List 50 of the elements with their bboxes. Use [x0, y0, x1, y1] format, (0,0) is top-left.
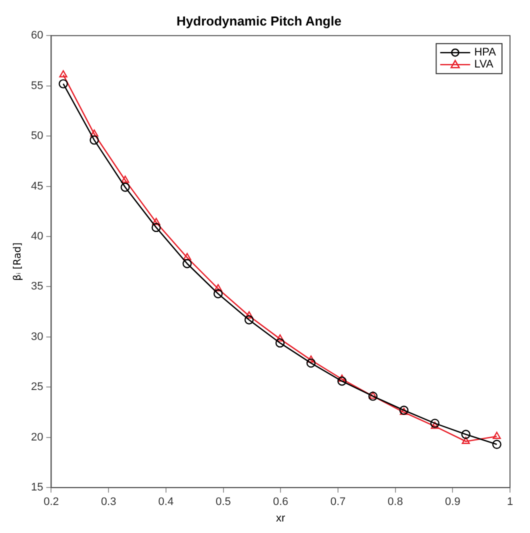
point [182, 259, 192, 268]
x-tick-label: 0.9 [445, 496, 460, 508]
x-tick-label: 0.6 [272, 496, 288, 508]
y-tick-label: 20 [30, 431, 44, 444]
point [152, 218, 160, 226]
x-axis-title: xr [276, 512, 286, 524]
point [275, 338, 285, 348]
point [492, 440, 502, 450]
x-tick-label: 0.2 [44, 496, 59, 508]
legend-label: HPA [474, 46, 497, 59]
y-tick-label: 40 [30, 230, 44, 243]
x-tick-label: 0.5 [216, 496, 231, 508]
point [461, 430, 470, 439]
point [90, 135, 99, 145]
x-tick-label: 1 [506, 496, 514, 508]
point [338, 374, 346, 382]
legend-label: LVA [474, 58, 494, 71]
y-axis-title: βᵢ [Rad] [12, 242, 24, 281]
y-tick-label: 45 [30, 180, 44, 192]
point [59, 70, 68, 78]
point [306, 358, 316, 368]
y-tick-label: 55 [30, 80, 44, 92]
point [120, 182, 130, 192]
point [244, 315, 254, 324]
point [121, 176, 130, 183]
x-tick-label: 0.8 [388, 496, 403, 508]
chart-title: Hydrodynamic Pitch Angle [176, 13, 342, 28]
y-tick-label: 35 [30, 280, 44, 293]
point [462, 436, 470, 444]
point [152, 222, 161, 232]
point [214, 284, 222, 292]
y-tick-label: 60 [30, 30, 44, 42]
x-tick-label: 0.3 [100, 496, 116, 508]
point [492, 432, 501, 439]
y-tick-label: 30 [30, 330, 44, 343]
point [306, 355, 316, 363]
point [276, 334, 284, 342]
point [337, 376, 347, 386]
y-tick-label: 25 [30, 381, 44, 394]
x-tick-label: 0.4 [158, 496, 174, 508]
point [430, 418, 440, 428]
point [430, 422, 439, 429]
point [90, 129, 98, 137]
point [183, 252, 192, 260]
y-tick-label: 15 [30, 482, 44, 494]
point [245, 311, 254, 318]
point [58, 79, 68, 88]
point [214, 289, 223, 298]
y-tick-label: 50 [30, 130, 44, 142]
x-tick-label: 0.7 [330, 496, 346, 508]
